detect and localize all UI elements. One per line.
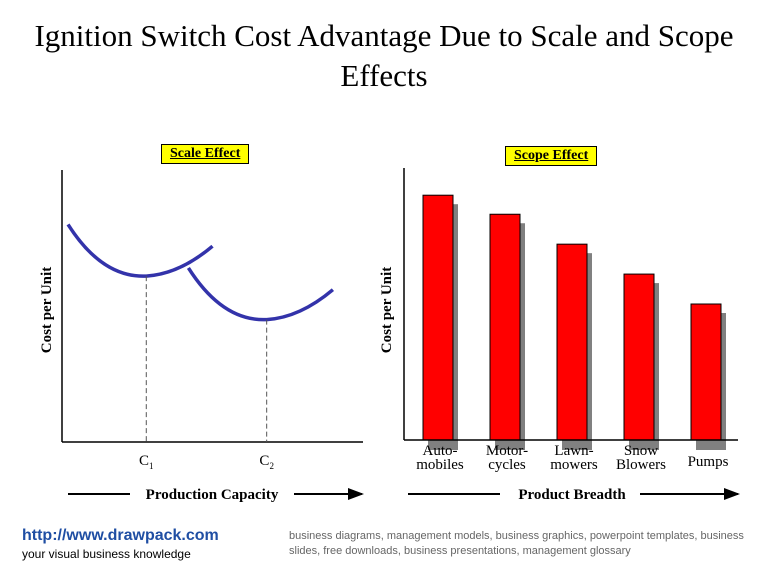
bar-automobiles <box>422 194 454 441</box>
cost-curve-2 <box>186 266 335 322</box>
footer-tagline: your visual business knowledge <box>22 547 191 561</box>
bar-pumps <box>690 303 722 441</box>
bar-category-label: mobiles <box>416 457 464 473</box>
bar-category-label: Blowers <box>616 457 666 473</box>
slide-title: Ignition Switch Cost Advantage Due to Sc… <box>34 18 734 93</box>
bar-category-label: Snow <box>624 443 658 459</box>
scale-effect-label: Scale Effect <box>161 144 250 164</box>
bar-motorcycles <box>489 213 521 441</box>
scope-effect-label: Scope Effect <box>505 146 598 166</box>
bar-lawnmowers <box>556 243 588 441</box>
cost-curve-1 <box>66 223 214 278</box>
bar-category-label: mowers <box>550 457 598 473</box>
y-axis-label-scope: Cost per Unit <box>379 267 395 353</box>
bar-category-label: Motor- <box>486 443 528 459</box>
drawpack-link[interactable]: http://www.drawpack.com <box>22 527 219 544</box>
bar-category-label: Lawn- <box>554 443 593 459</box>
tick-label-c2: C2 <box>259 453 274 471</box>
bar-category-label: Pumps <box>688 454 729 470</box>
charts-canvas: C1 C2 Cost per Unit Production Capacity Auto… <box>39 168 740 503</box>
y-axis-label-scale: Cost per Unit <box>39 267 55 353</box>
footer-keywords: business diagrams, management models, bu… <box>289 530 744 557</box>
bar-category-label: Auto- <box>423 443 458 459</box>
tick-label-c1: C1 <box>139 453 154 471</box>
bar-snowblowers <box>623 273 655 441</box>
bar-category-label: cycles <box>488 457 526 473</box>
x-axis-label-scale: Production Capacity <box>146 487 279 503</box>
x-axis-label-scope: Product Breadth <box>518 487 626 503</box>
